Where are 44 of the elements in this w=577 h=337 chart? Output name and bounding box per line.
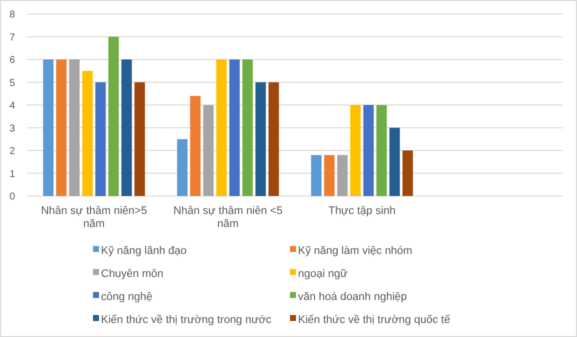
y-tick-label: 0 [9,192,16,202]
y-tick-label: 7 [9,32,16,44]
legend-label: văn hoá doanh nghiệp [298,290,407,303]
legend-label: Kiến thức về thị trường trong nước [101,314,272,326]
legend-label: công nghệ [101,290,152,303]
legend-label: ngoại ngữ [298,268,348,280]
bar [203,105,214,196]
bar [121,60,132,196]
bar [82,70,93,196]
y-tick-label: 4 [9,100,16,112]
x-tick-label: Nhân sự thâm niên <5 năm [173,205,283,230]
bar [268,82,279,196]
bar [363,105,374,196]
bar [216,60,227,196]
x-tick-label: Thực tập sinh [328,205,396,217]
legend-label: Kỹ năng làm việc nhóm [298,244,412,257]
legend-label: Kiến thức về thị trường quốc tế [298,314,450,326]
bar [324,155,335,196]
bar [229,60,240,196]
legend-label: Chuyên môn [101,268,164,280]
legend-label: Kỹ năng lãnh đạo [101,244,187,257]
bar [134,82,145,196]
bar [190,96,201,196]
bar [56,60,67,196]
y-tick-label: 5 [9,78,16,89]
bar [376,105,387,196]
y-tick-label: 8 [9,10,16,20]
bar [255,82,266,196]
bar [337,155,348,196]
bar [311,155,322,196]
y-tick-label: 1 [9,168,16,180]
bar [95,82,106,196]
bar [242,60,253,196]
bar [69,60,80,196]
bar [389,128,400,196]
y-tick-label: 2 [9,146,16,157]
bar [43,60,54,196]
y-tick-label: 3 [9,123,16,134]
y-tick-label: 6 [9,55,16,66]
bar [177,139,188,196]
bar [402,150,413,196]
x-tick-label: Nhân sự thâm niên>5 năm [40,205,148,230]
bar [350,105,361,196]
bar [108,36,119,196]
